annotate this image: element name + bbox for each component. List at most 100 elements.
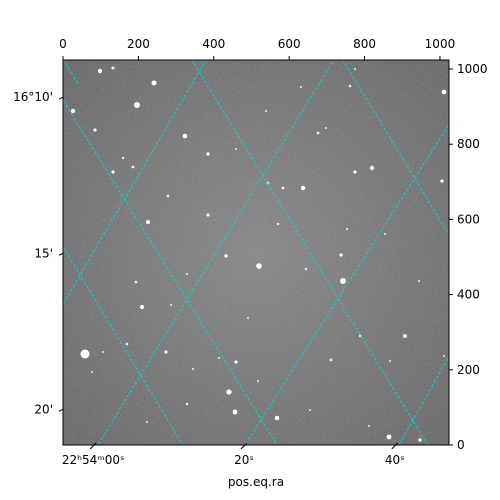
grid-line xyxy=(63,245,184,445)
star xyxy=(256,263,262,269)
star xyxy=(440,179,444,183)
dec-tick-mark xyxy=(58,252,64,256)
ra-tick-label: 22ʰ54ᵐ00ˢ xyxy=(62,453,125,467)
right-tick-label: 800 xyxy=(457,137,480,151)
star xyxy=(146,421,148,423)
star xyxy=(257,380,259,382)
ra-tick-mark xyxy=(240,442,248,450)
star xyxy=(218,357,220,359)
top-tick-label: 200 xyxy=(127,37,150,51)
star xyxy=(340,278,346,284)
star xyxy=(134,280,138,284)
star xyxy=(235,148,237,150)
star xyxy=(134,102,140,108)
star xyxy=(403,334,407,338)
star xyxy=(70,108,76,114)
x-axis-label: pos.eq.ra xyxy=(228,475,284,489)
top-tick-label: 600 xyxy=(278,37,301,51)
star xyxy=(182,133,188,139)
star xyxy=(325,127,327,129)
star xyxy=(226,389,232,395)
star xyxy=(146,220,150,224)
top-tick-label: 400 xyxy=(202,37,225,51)
star xyxy=(418,280,420,282)
star xyxy=(166,194,170,198)
star xyxy=(206,213,210,217)
right-tick-label: 400 xyxy=(457,288,480,302)
star xyxy=(247,317,249,319)
star xyxy=(316,131,320,135)
right-tick-label: 0 xyxy=(457,438,465,452)
star xyxy=(329,358,333,362)
star xyxy=(97,68,103,74)
star xyxy=(348,84,352,88)
star xyxy=(369,165,375,171)
star xyxy=(358,334,362,338)
star xyxy=(111,170,115,174)
right-tick-label: 600 xyxy=(457,212,480,226)
coordinate-grid xyxy=(63,60,449,445)
star xyxy=(353,170,357,174)
right-tick-label: 200 xyxy=(457,363,480,377)
top-pixel-axis: 0 200 400 600 800 1000 xyxy=(59,37,455,60)
star xyxy=(274,415,280,421)
star xyxy=(121,156,125,160)
star xyxy=(276,222,280,226)
stars-layer xyxy=(70,66,447,442)
dec-tick-label: 20' xyxy=(34,402,53,416)
ra-axis: 22ʰ54ᵐ00ˢ 20ˢ 40ˢ xyxy=(62,442,405,467)
plot-frame xyxy=(62,59,450,446)
grid-line xyxy=(191,60,429,445)
star xyxy=(441,89,447,95)
dec-tick-label: 16°10' xyxy=(13,90,53,104)
star xyxy=(111,66,115,70)
star xyxy=(234,360,238,364)
grid-line xyxy=(63,99,278,445)
star xyxy=(368,425,370,427)
star xyxy=(232,409,238,415)
ra-tick-label: 20ˢ xyxy=(234,453,254,467)
star xyxy=(300,185,306,191)
star xyxy=(339,253,343,257)
star xyxy=(170,304,172,306)
grid-line xyxy=(244,123,449,445)
ra-tick-mark xyxy=(89,442,97,450)
star xyxy=(354,68,356,70)
right-tick-label: 1000 xyxy=(457,62,488,76)
star xyxy=(443,355,445,357)
right-pixel-axis: 0 200 400 600 800 1000 xyxy=(449,62,488,452)
star xyxy=(125,342,129,346)
star xyxy=(281,186,285,190)
grid-line xyxy=(63,60,207,306)
grid-line xyxy=(97,60,335,445)
star xyxy=(93,128,97,132)
star xyxy=(131,165,135,169)
star xyxy=(206,152,210,156)
dec-tick-mark xyxy=(58,96,64,100)
sky-background xyxy=(63,60,449,445)
star xyxy=(389,360,391,362)
star xyxy=(151,80,157,86)
ra-tick-label: 40ˢ xyxy=(385,453,405,467)
ra-tick-mark xyxy=(391,442,399,450)
grid-line xyxy=(342,60,449,236)
star xyxy=(164,350,168,354)
star xyxy=(304,267,308,271)
star xyxy=(80,349,90,359)
star xyxy=(309,409,311,411)
dec-tick-label: 15' xyxy=(34,246,53,260)
star xyxy=(384,233,386,235)
star xyxy=(192,368,194,370)
dec-tick-mark xyxy=(58,408,64,412)
star xyxy=(300,86,302,88)
sky-image xyxy=(63,60,449,445)
star xyxy=(418,438,422,442)
grid-line xyxy=(63,60,79,85)
top-tick-label: 1000 xyxy=(425,37,456,51)
star xyxy=(91,371,93,373)
star xyxy=(185,402,189,406)
star xyxy=(386,434,392,440)
star xyxy=(345,227,349,231)
top-tick-label: 0 xyxy=(59,37,67,51)
